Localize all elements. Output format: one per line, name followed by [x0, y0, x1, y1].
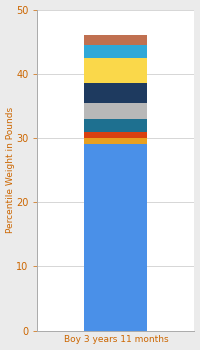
Bar — [84, 45, 147, 58]
Bar — [84, 103, 147, 119]
Bar — [84, 58, 147, 83]
Y-axis label: Percentile Weight in Pounds: Percentile Weight in Pounds — [6, 107, 15, 233]
Bar — [84, 83, 147, 103]
Bar — [84, 145, 147, 331]
Bar — [84, 35, 147, 45]
Bar — [84, 138, 147, 145]
Bar — [84, 132, 147, 138]
Bar — [84, 119, 147, 132]
